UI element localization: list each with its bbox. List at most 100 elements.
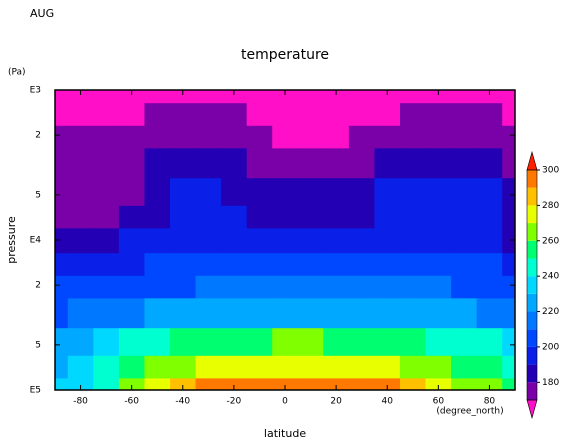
- contour-cell: [195, 298, 222, 329]
- contour-cell: [118, 228, 145, 254]
- contour-cell: [374, 355, 401, 379]
- contour-cell: [67, 90, 94, 104]
- contour-cell: [323, 90, 350, 104]
- contour-cell: [425, 253, 452, 277]
- contour-cell: [93, 148, 120, 179]
- contour-cell: [221, 90, 248, 104]
- contour-cell: [55, 328, 69, 357]
- contour-cell: [297, 275, 324, 299]
- contour-cell: [195, 253, 222, 277]
- contour-cell: [476, 378, 503, 391]
- contour-cell: [348, 275, 375, 299]
- contour-cell: [246, 178, 273, 207]
- contour-cell: [476, 205, 503, 229]
- contour-cell: [93, 253, 120, 277]
- contour-cell: [246, 148, 273, 179]
- contour-cell: [246, 125, 273, 149]
- contour-cell: [425, 178, 452, 207]
- contour-cell: [144, 328, 171, 357]
- contour-cell: [221, 205, 248, 229]
- contour-cell: [272, 148, 299, 179]
- contour-cell: [221, 378, 248, 391]
- contour-cell: [425, 90, 452, 104]
- contour-cell: [195, 328, 222, 357]
- x-tick-label: -20: [227, 397, 242, 407]
- x-tick-label: -40: [175, 397, 190, 407]
- contour-cell: [323, 328, 350, 357]
- contour-cell: [93, 228, 120, 254]
- contour-cell: [297, 298, 324, 329]
- contour-cell: [195, 378, 222, 391]
- colorbar-tick-label: 180: [542, 378, 559, 388]
- contour-cell: [502, 228, 516, 254]
- y-tick-label: E5: [30, 386, 41, 396]
- contour-cell: [425, 328, 452, 357]
- contour-cell: [246, 90, 273, 104]
- contour-cell: [374, 228, 401, 254]
- contour-cell: [170, 275, 197, 299]
- contour-cell: [246, 253, 273, 277]
- contour-cell: [144, 125, 171, 149]
- contour-cell: [476, 298, 503, 329]
- contour-cell: [55, 103, 69, 127]
- contour-cell: [323, 355, 350, 379]
- contour-cell: [118, 90, 145, 104]
- contour-cell: [144, 253, 171, 277]
- contour-cell: [400, 178, 427, 207]
- contour-cell: [476, 178, 503, 207]
- contour-cell: [425, 228, 452, 254]
- contour-cell: [170, 205, 197, 229]
- contour-cell: [195, 125, 222, 149]
- contour-cell: [170, 103, 197, 127]
- colorbar-band: [527, 223, 537, 241]
- contour-cell: [451, 103, 478, 127]
- contour-cell: [476, 355, 503, 379]
- colorbar-tick-label: 260: [542, 236, 559, 246]
- contour-cell: [272, 90, 299, 104]
- contour-cell: [246, 355, 273, 379]
- colorbar-tick-label: 240: [542, 272, 559, 282]
- contour-cell: [348, 298, 375, 329]
- contour-cell: [93, 125, 120, 149]
- contour-cell: [400, 298, 427, 329]
- contour-cell: [170, 228, 197, 254]
- contour-cell: [118, 178, 145, 207]
- colorbar-band: [527, 329, 537, 347]
- contour-cell: [221, 355, 248, 379]
- contour-cell: [93, 328, 120, 357]
- contour-cell: [144, 205, 171, 229]
- contour-cell: [195, 275, 222, 299]
- contour-cell: [476, 328, 503, 357]
- contour-cell: [348, 378, 375, 391]
- contour-cell: [246, 328, 273, 357]
- contour-cell: [476, 125, 503, 149]
- contour-cell: [144, 355, 171, 379]
- contour-cell: [425, 275, 452, 299]
- y-tick-label: 2: [35, 131, 41, 141]
- contour-cell: [297, 178, 324, 207]
- contour-cell: [144, 378, 171, 391]
- contour-cell: [297, 253, 324, 277]
- contour-cell: [118, 103, 145, 127]
- x-tick-label: 40: [381, 397, 393, 407]
- contour-cell: [374, 298, 401, 329]
- contour-cell: [272, 355, 299, 379]
- contour-cell: [93, 298, 120, 329]
- y-tick-label: E4: [30, 236, 42, 246]
- contour-cell: [93, 103, 120, 127]
- contour-cell: [170, 355, 197, 379]
- x-tick-label: 20: [330, 397, 342, 407]
- x-unit: (degree_north): [436, 407, 503, 417]
- contour-cell: [195, 205, 222, 229]
- contour-cell: [297, 228, 324, 254]
- contour-cell: [400, 205, 427, 229]
- contour-cell: [93, 355, 120, 379]
- contour-cell: [118, 125, 145, 149]
- contour-cell: [297, 378, 324, 391]
- contour-cell: [221, 328, 248, 357]
- y-unit: (Pa): [8, 68, 26, 78]
- contour-cell: [144, 275, 171, 299]
- contour-cell: [272, 103, 299, 127]
- contour-cell: [118, 253, 145, 277]
